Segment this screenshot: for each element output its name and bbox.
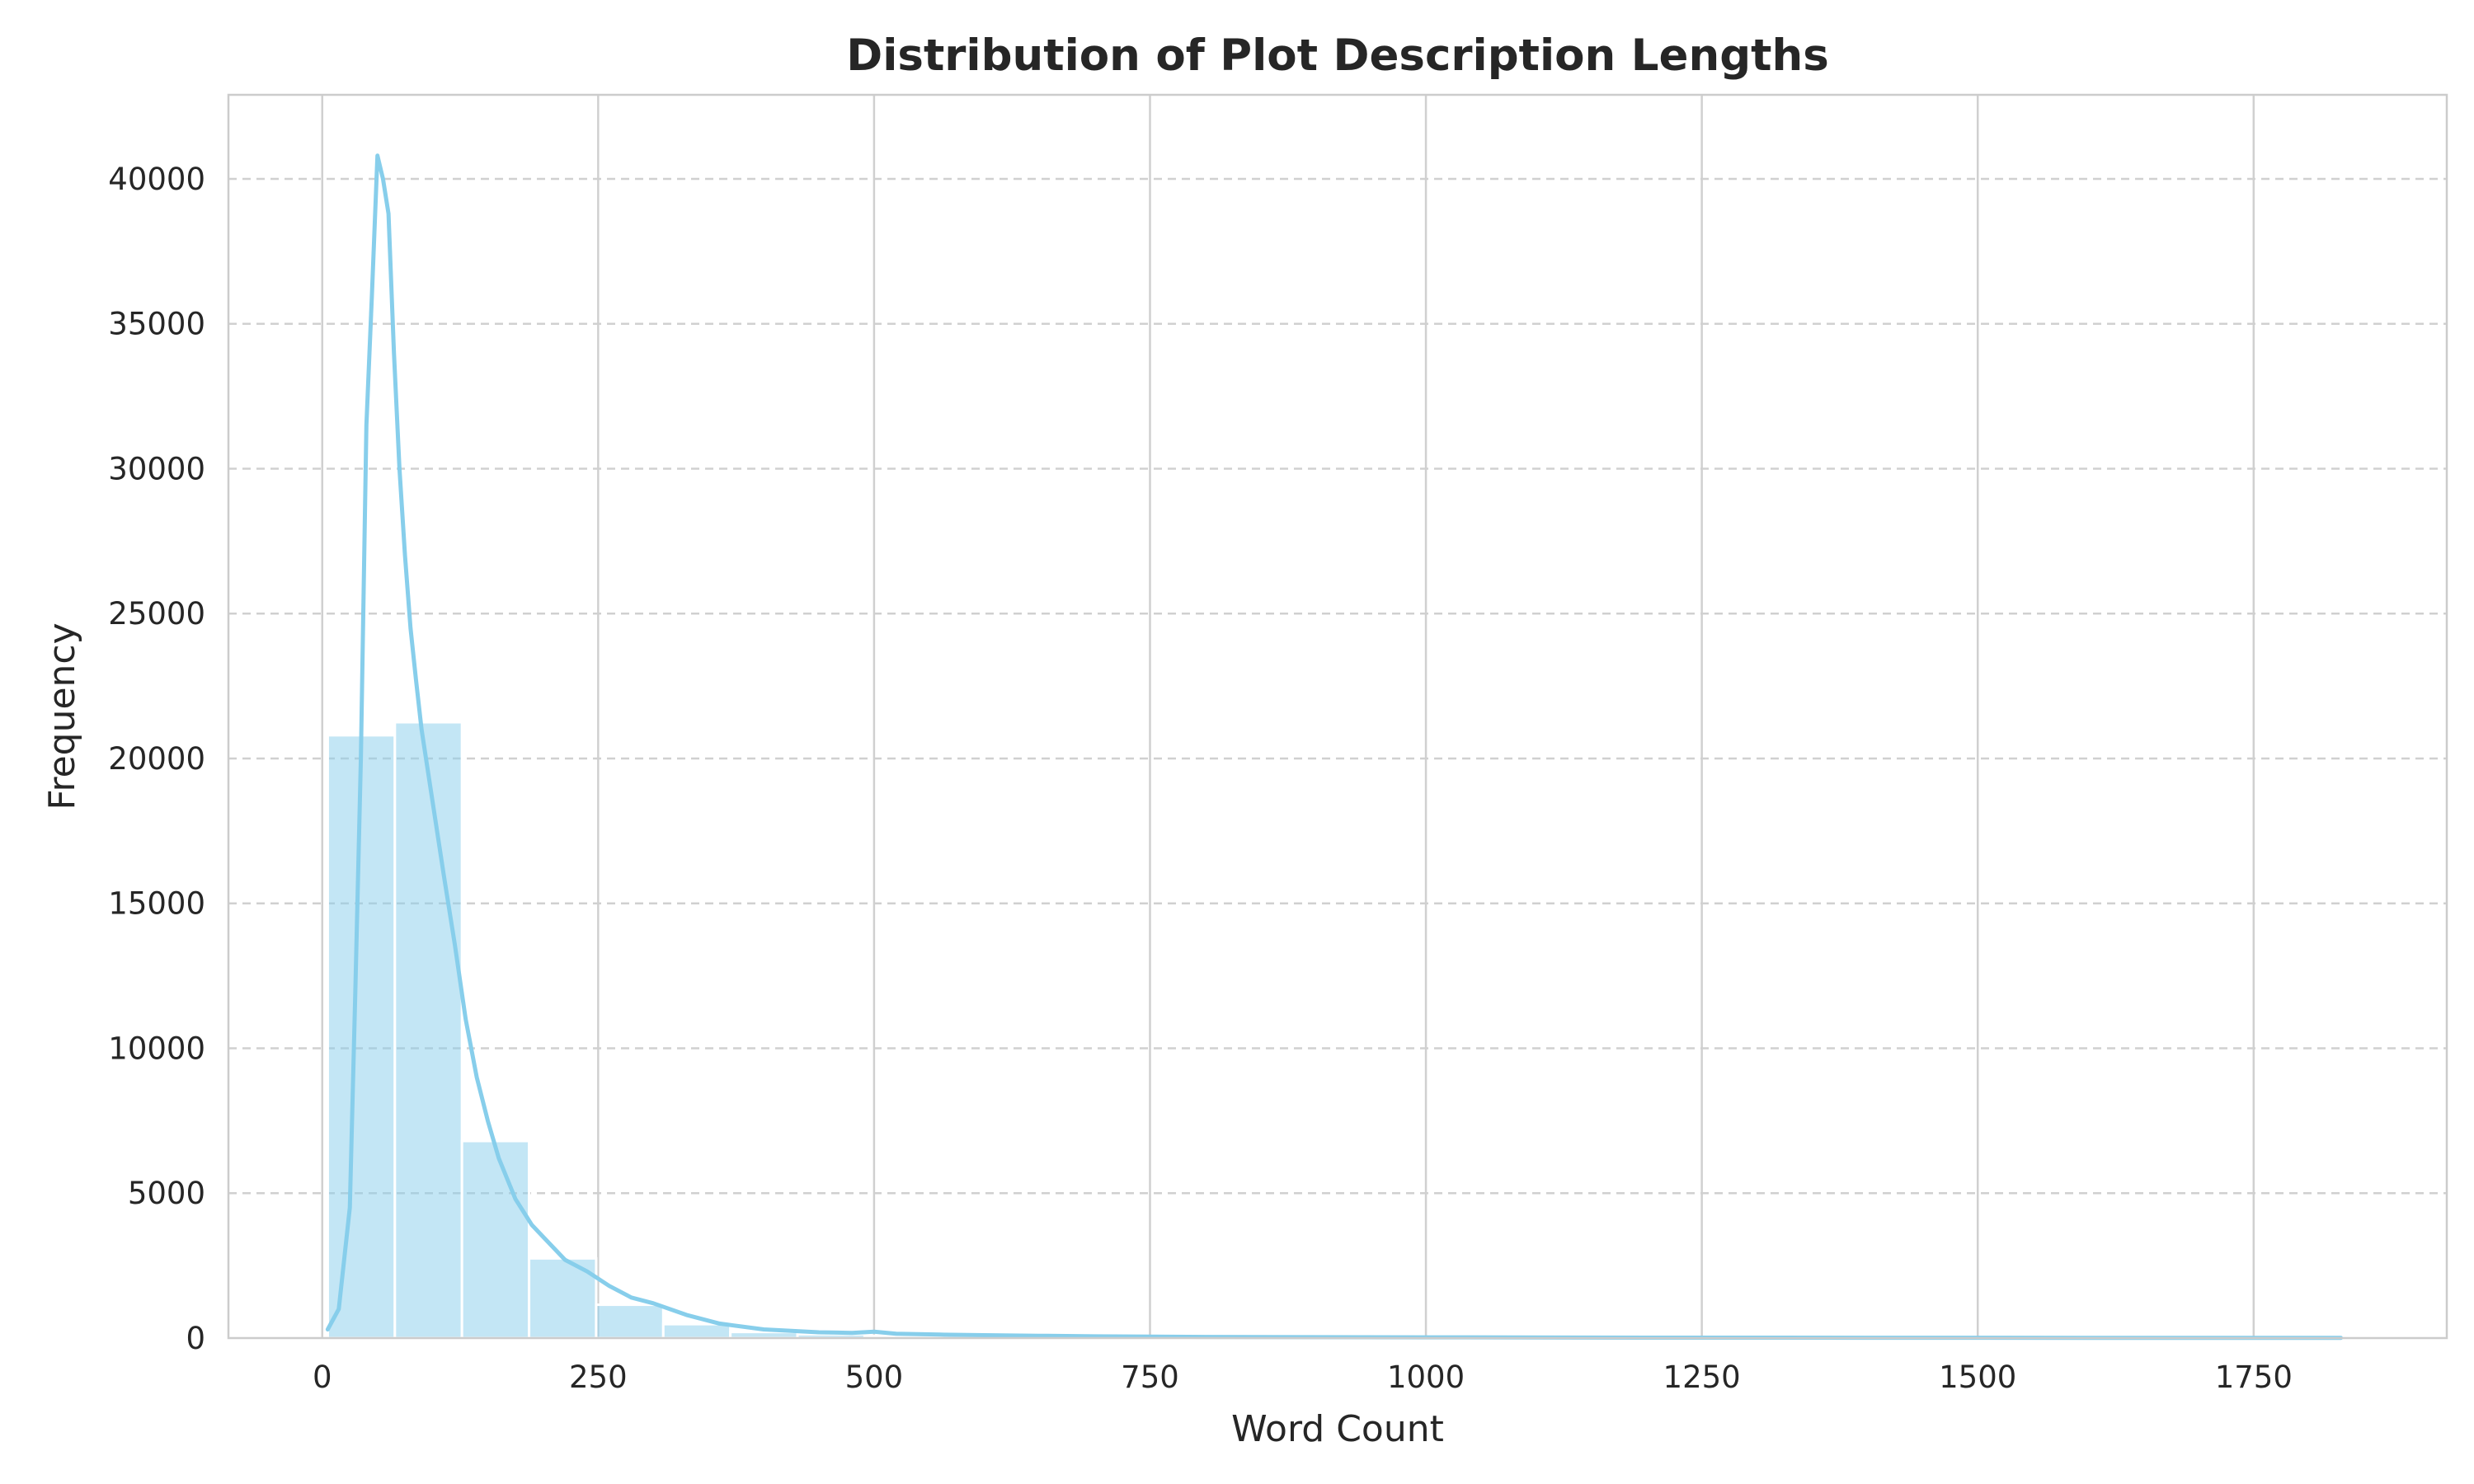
y-tick-label: 35000 <box>108 307 205 342</box>
kde-line <box>325 153 2343 1341</box>
y-tick-label: 10000 <box>108 1031 205 1066</box>
axes-frame <box>227 93 2448 1340</box>
y-tick-label: 25000 <box>108 596 205 632</box>
x-tick-label: 1000 <box>1387 1360 1465 1395</box>
x-tick-label: 250 <box>569 1360 628 1395</box>
y-axis-label: Frequency <box>41 622 83 810</box>
y-tick-label: 0 <box>186 1321 205 1356</box>
x-tick-label: 1500 <box>1939 1360 2016 1395</box>
histogram-bar <box>661 1322 732 1340</box>
x-axis-label: Word Count <box>1231 1408 1444 1450</box>
y-tick-label: 5000 <box>128 1176 205 1211</box>
y-tick-label: 20000 <box>108 741 205 777</box>
histogram-bar <box>595 1303 665 1340</box>
bars-layer <box>326 721 2343 1340</box>
x-ticks: 0 250 500 750 1000 1250 1500 1750 <box>313 1360 2293 1395</box>
y-tick-label: 30000 <box>108 451 205 486</box>
x-tick-label: 500 <box>845 1360 904 1395</box>
histogram-bar <box>460 1139 531 1340</box>
y-tick-label: 15000 <box>108 886 205 922</box>
x-tick-label: 0 <box>313 1360 332 1395</box>
y-tick-label: 40000 <box>108 162 205 197</box>
histogram-bar <box>393 721 463 1340</box>
y-ticks: 0 5000 10000 15000 20000 25000 30000 35000 40000 <box>108 162 205 1356</box>
x-tick-label: 1750 <box>2215 1360 2293 1395</box>
chart-title: Distribution of Plot Description Lengths <box>846 31 1829 81</box>
x-tick-label: 1250 <box>1663 1360 1741 1395</box>
kde-layer <box>325 153 2343 1341</box>
x-tick-label: 750 <box>1121 1360 1179 1395</box>
grid-layer <box>228 95 2447 1338</box>
